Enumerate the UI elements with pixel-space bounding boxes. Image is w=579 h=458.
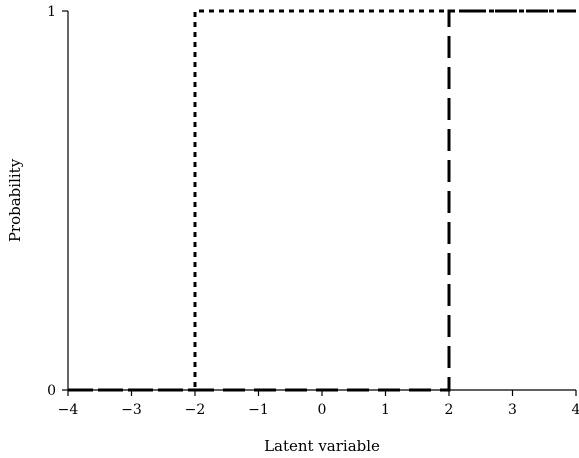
y-axis-title: Probability [6,158,24,242]
x-axis-title: Latent variable [264,437,380,455]
series-line-2-dashed [68,9,576,392]
x-tick-label: −2 [185,402,206,418]
axes [67,11,576,391]
x-tick-label: −3 [121,402,142,418]
x-tick-label: 2 [445,402,454,418]
x-ticks: −4 −3 −2 −1 0 1 2 3 4 [58,390,579,418]
x-tick-label: −4 [58,402,79,418]
series-layer [68,9,576,392]
y-tick-label: 0 [47,383,56,399]
y-ticks: 01 [47,4,68,399]
x-tick-label: 4 [572,402,579,418]
series-line-1-dotted [68,9,576,392]
x-tick-label: −1 [248,402,269,418]
x-tick-label: 1 [381,402,390,418]
y-tick-label: 1 [47,4,56,20]
x-tick-label: 3 [508,402,517,418]
x-tick-label: 0 [318,402,327,418]
